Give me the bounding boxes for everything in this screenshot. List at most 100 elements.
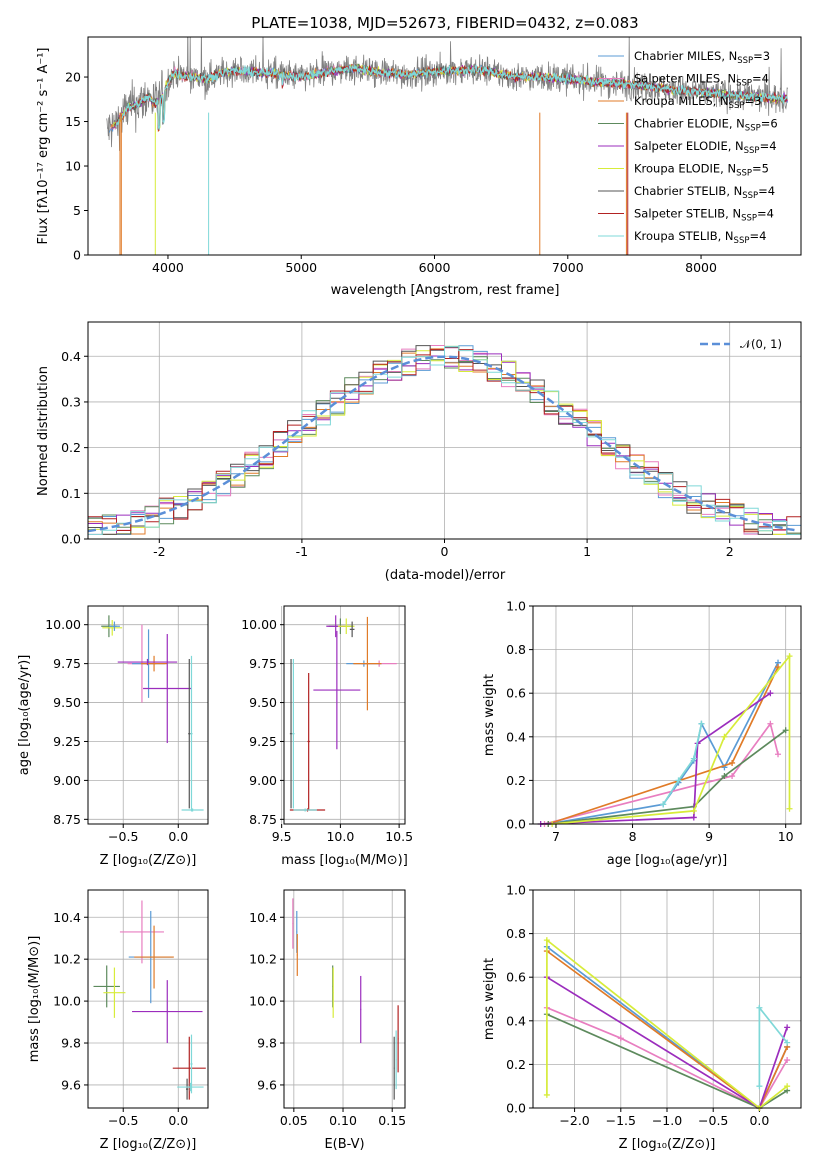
mass-weight-marker [786, 805, 793, 812]
y-tick-label: 8.75 [53, 812, 81, 827]
y-tick-label: 10.00 [45, 617, 81, 632]
legend-entry: 𝒩(0, 1) [740, 337, 782, 351]
y-tick-label: 0.2 [506, 1057, 526, 1072]
mass-weight-marker [660, 801, 667, 808]
panel-xlabel: E(B-V) [324, 1137, 364, 1152]
x-tick-label: 10.0 [326, 829, 354, 844]
age-vs-mass-panel: 9.5 10.0 10.5 8.75 9.00 9.25 9.50 9.75 10.00 mass… [241, 605, 413, 868]
spectrum-ylabel: Flux [fλ10⁻¹⁷ erg cm⁻² s⁻¹ A⁻¹] [36, 48, 51, 245]
x-tick-label: 6000 [419, 260, 451, 275]
x-tick-label: -1 [296, 544, 308, 559]
mass-weight-marker [729, 773, 736, 780]
mass-weight-marker [721, 733, 728, 740]
legend-entry: Salpeter MILES, NSSP=4 [634, 72, 769, 89]
y-tick-label: 10.4 [53, 910, 81, 925]
panel-ylabel: mass weight [482, 958, 497, 1040]
y-tick-label: 0.1 [61, 486, 81, 501]
y-tick-label: 0.0 [61, 532, 81, 547]
mass-weight-marker [690, 814, 697, 821]
panel-frame [283, 889, 406, 1109]
x-tick-label: 0.0 [749, 1113, 769, 1128]
y-tick-label: 0.6 [506, 686, 526, 701]
legend-entry: Chabrier ELODIE, NSSP=6 [634, 117, 778, 134]
y-tick-label: 20 [65, 70, 81, 85]
x-tick-label: −1.0 [652, 1113, 682, 1128]
y-tick-label: 0.0 [506, 817, 526, 832]
x-tick-label: 0 [441, 544, 449, 559]
panel-ylabel: mass weight [482, 674, 497, 756]
x-tick-label: 1 [583, 544, 591, 559]
mass-weight-marker [756, 1004, 763, 1011]
panel-ylabel: mass [log₁₀(M/M⊙)] [27, 936, 42, 1063]
legend-entry: Kroupa MILES, NSSP=3 [634, 94, 761, 111]
spectrum-frame [87, 36, 802, 256]
residual-frame [87, 321, 802, 540]
y-tick-label: 0.4 [506, 1013, 526, 1028]
y-tick-label: 0.2 [506, 773, 526, 788]
y-tick-label: 9.75 [53, 656, 81, 671]
panel-xlabel: age [log₁₀(age/yr)] [607, 853, 728, 868]
y-tick-label: 10.0 [249, 994, 277, 1009]
y-tick-label: 0.2 [61, 440, 81, 455]
mass-weight-marker [756, 1083, 763, 1090]
mass-weight-marker [675, 777, 682, 784]
x-tick-label: 10.5 [385, 829, 413, 844]
panel-ylabel: age [log₁₀(age/yr)] [17, 655, 32, 776]
y-tick-label: 9.00 [53, 773, 81, 788]
x-tick-label: 0.0 [168, 829, 188, 844]
model-spectrum-line [115, 64, 788, 130]
spectrum-panel: PLATE=1038, MJD=52673, FIBERID=0432, z=0… [36, 14, 802, 298]
y-tick-label: 9.8 [61, 1036, 81, 1051]
mass-weight-marker [698, 720, 705, 727]
mass-weight-marker [729, 759, 736, 766]
x-tick-label: −0.5 [108, 1113, 138, 1128]
mass-weight-marker [784, 1057, 791, 1064]
mass-vs-extinction-panel: 0.05 0.10 0.15 9.6 9.8 10.0 10.2 10.4 E(B-V) [249, 889, 406, 1152]
y-tick-label: 0.3 [61, 394, 81, 409]
y-tick-label: 1.0 [506, 599, 526, 614]
x-tick-label: −0.5 [108, 829, 138, 844]
y-tick-label: 10.4 [249, 910, 277, 925]
age-vs-metallicity-panel: −0.5 0.0 8.75 9.00 9.25 9.50 9.75 10.00 Z [log₁₀… [17, 605, 209, 868]
mass-weight-vs-age-panel: 7 8 9 10 0.0 0.2 0.4 0.6 0.8 1.0 age [log₁₀(age/yr… [482, 599, 802, 868]
mass-weight-marker [690, 755, 697, 762]
mass-weight-vs-metallicity-panel: −2.0 −1.5 −1.0 −0.5 0.0 0.0 0.2 0.4 0.6 0.8 1.0 Z [… [482, 883, 802, 1152]
legend-entry: Salpeter ELODIE, NSSP=4 [634, 139, 777, 156]
normal-distribution-curve [88, 355, 799, 533]
panel-frame [87, 605, 209, 825]
mass-weight-line [548, 729, 787, 825]
x-tick-label: 10 [778, 829, 794, 844]
mass-weight-marker [786, 653, 793, 660]
mass-weight-line [546, 1006, 788, 1110]
mass-weight-marker [721, 773, 728, 780]
spectrum-xlabel: wavelength [Angstrom, rest frame] [331, 283, 560, 298]
y-tick-label: 0.8 [506, 642, 526, 657]
spectrum-legend: Chabrier MILES, NSSP=3 Salpeter MILES, NS… [598, 49, 778, 246]
mass-weight-line [540, 692, 771, 825]
x-tick-label: −1.5 [606, 1113, 636, 1128]
x-tick-label: 0.15 [378, 1113, 406, 1128]
mass-weight-marker [690, 807, 697, 814]
y-tick-label: 9.8 [257, 1036, 277, 1051]
spectrum-title: PLATE=1038, MJD=52673, FIBERID=0432, z=0… [251, 14, 638, 32]
x-tick-label: 4000 [152, 260, 184, 275]
x-tick-label: 5000 [285, 260, 317, 275]
y-tick-label: 9.6 [61, 1077, 81, 1092]
mass-weight-marker [617, 1035, 624, 1042]
y-tick-label: 8.75 [249, 812, 277, 827]
panel-frame [532, 605, 802, 825]
mass-weight-marker [775, 751, 782, 758]
legend-entry: Chabrier MILES, NSSP=3 [634, 49, 770, 66]
panel-xlabel: Z [log₁₀(Z/Z⊙)] [100, 1137, 197, 1152]
y-tick-label: 9.25 [53, 734, 81, 749]
y-tick-label: 9.6 [257, 1077, 277, 1092]
y-tick-label: 10 [65, 159, 81, 174]
panel-xlabel: Z [log₁₀(Z/Z⊙)] [619, 1137, 716, 1152]
x-tick-label: 0.10 [329, 1113, 357, 1128]
mass-weight-marker [784, 1083, 791, 1090]
mass-weight-marker [784, 1024, 791, 1031]
panel-frame [532, 889, 802, 1109]
y-tick-label: 1.0 [506, 883, 526, 898]
mass-weight-line [662, 723, 703, 805]
y-tick-label: 0 [73, 248, 81, 263]
